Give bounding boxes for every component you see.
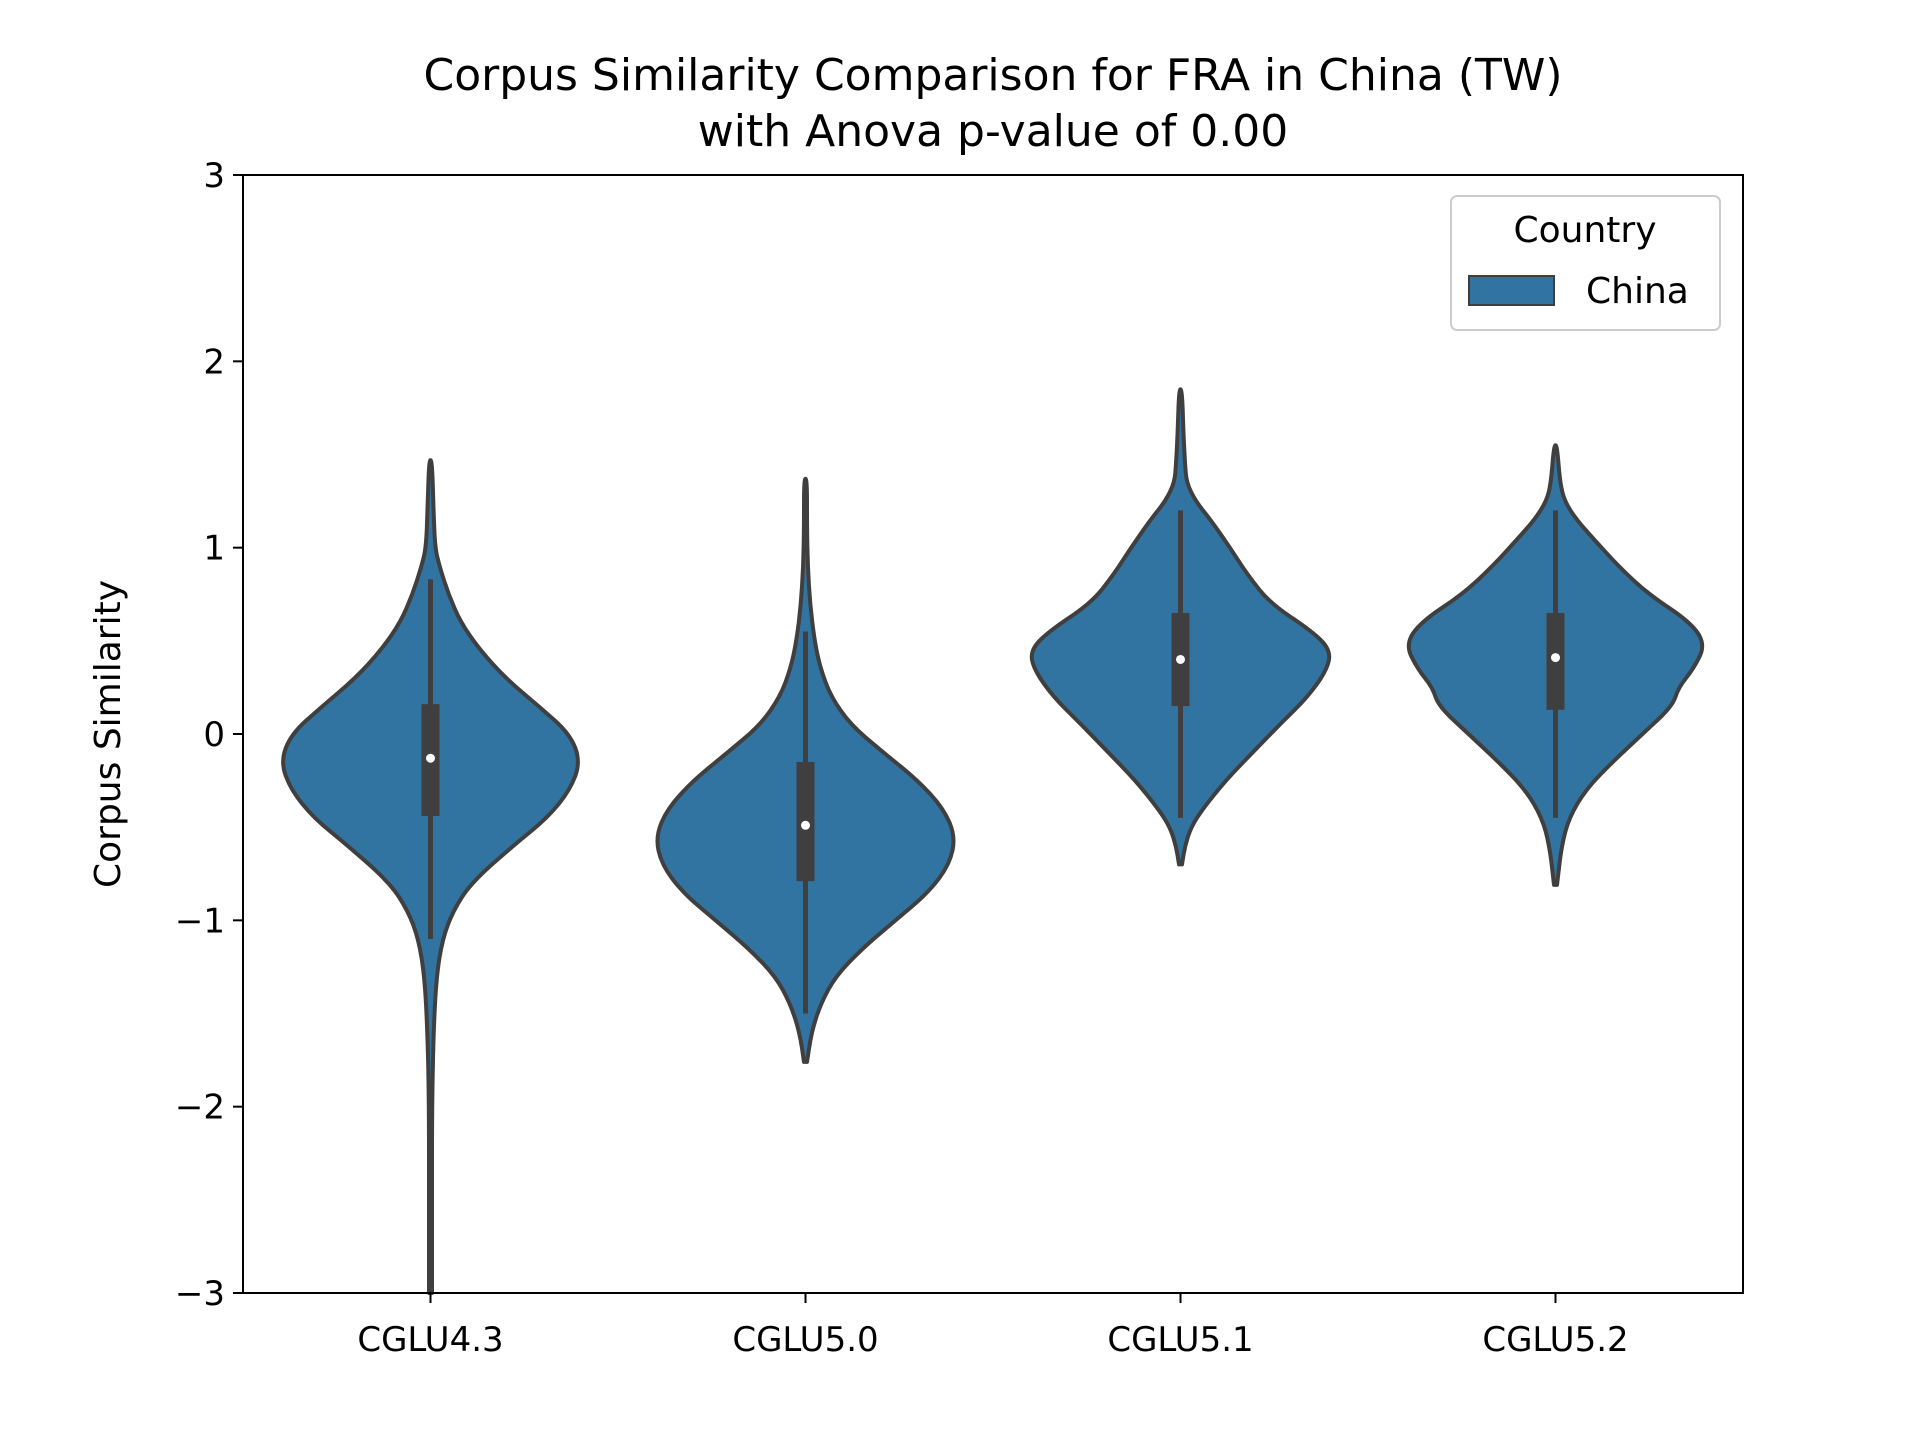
y-tick-label: −2 xyxy=(175,1088,225,1128)
y-axis: −3 −2 −1 0 1 2 3 xyxy=(175,156,243,1314)
violin-median-dot xyxy=(1551,653,1560,663)
plot-frame xyxy=(242,174,1744,1294)
y-tick-label: 1 xyxy=(203,529,225,569)
y-tick-label: 0 xyxy=(203,715,225,755)
violin-median-dot xyxy=(426,753,435,763)
x-axis: CGLU4.3 CGLU5.0 CGLU5.1 CGLU5.2 xyxy=(357,1293,1629,1360)
legend-swatch-china xyxy=(1468,275,1555,306)
y-axis-label: Corpus Similarity xyxy=(88,580,129,888)
y-tick-label: 3 xyxy=(203,156,225,196)
y-tick-label: 2 xyxy=(203,342,225,382)
x-tick-label: CGLU5.2 xyxy=(1482,1320,1628,1360)
violin-median-dot xyxy=(1176,654,1185,664)
legend-title: Country xyxy=(1513,210,1656,251)
x-tick-label: CGLU5.1 xyxy=(1107,1320,1253,1360)
x-tick-label: CGLU5.0 xyxy=(732,1320,878,1360)
legend: Country China xyxy=(1450,195,1721,331)
x-tick-label: CGLU4.3 xyxy=(357,1320,503,1360)
y-tick-label: −3 xyxy=(175,1274,225,1314)
chart-title-line1: Corpus Similarity Comparison for FRA in … xyxy=(423,50,1562,101)
y-tick-label: −1 xyxy=(175,901,225,941)
chart-title-line2: with Anova p-value of 0.00 xyxy=(698,106,1288,157)
violins-group xyxy=(281,387,1705,1295)
legend-label-china: China xyxy=(1586,271,1689,312)
violin-median-dot xyxy=(801,820,810,830)
